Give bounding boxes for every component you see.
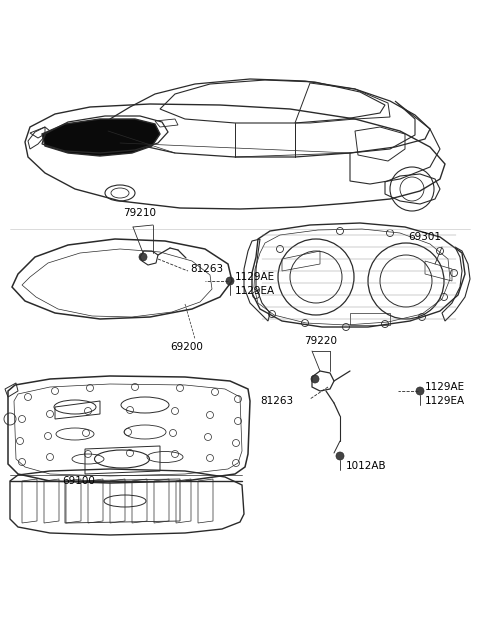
Text: 1129EA: 1129EA (235, 286, 275, 296)
Text: 1129AE: 1129AE (235, 272, 275, 282)
Text: 69100: 69100 (62, 476, 95, 486)
Text: 1012AB: 1012AB (346, 461, 386, 471)
Polygon shape (42, 119, 160, 156)
Text: 81263: 81263 (190, 264, 223, 274)
Circle shape (311, 375, 319, 383)
Circle shape (139, 253, 147, 261)
Text: 81263: 81263 (260, 396, 293, 406)
Text: 1129AE: 1129AE (425, 382, 465, 392)
Text: 1129EA: 1129EA (425, 396, 465, 406)
Text: 69301: 69301 (408, 232, 441, 242)
Text: 79210: 79210 (123, 208, 156, 218)
Circle shape (336, 452, 344, 460)
Text: 79220: 79220 (304, 336, 337, 346)
Circle shape (226, 277, 234, 285)
Circle shape (416, 387, 424, 395)
Text: 69200: 69200 (170, 342, 203, 352)
